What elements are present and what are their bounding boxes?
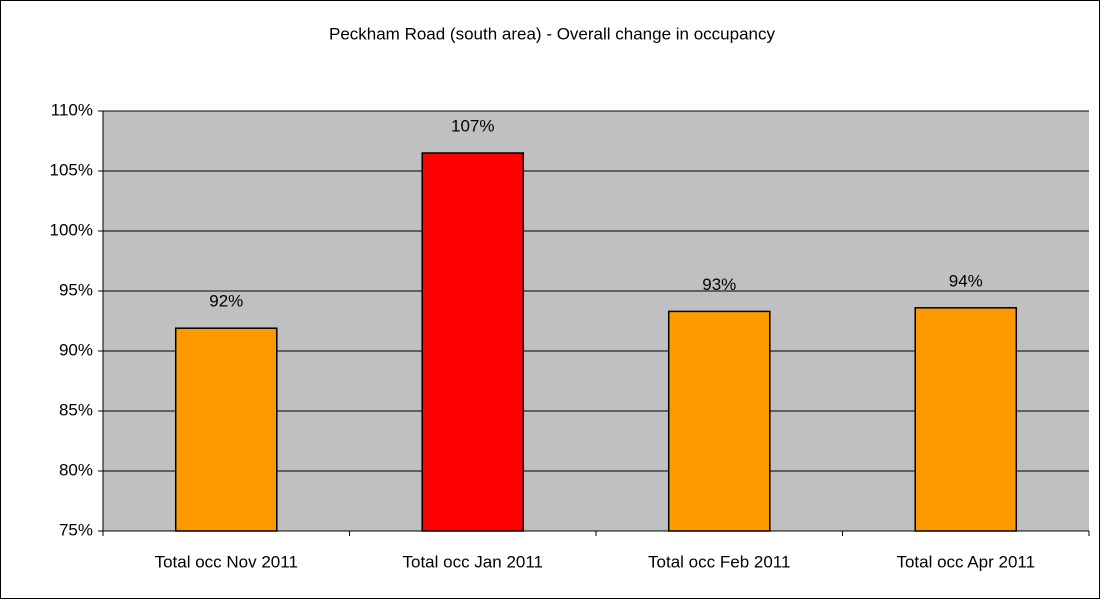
y-tick-label: 105%	[50, 160, 93, 179]
x-tick-label: Total occ Apr 2011	[896, 552, 1035, 571]
y-tick-label: 85%	[59, 400, 93, 419]
value-label: 94%	[949, 271, 983, 290]
x-tick-label: Total occ Nov 2011	[155, 552, 298, 571]
bar	[174, 327, 278, 532]
y-tick-label: 95%	[59, 280, 93, 299]
y-tick-label: 110%	[51, 100, 93, 119]
chart-title: Peckham Road (south area) - Overall chan…	[329, 24, 776, 43]
value-label: 107%	[451, 116, 494, 135]
x-tick-label: Total occ Jan 2011	[403, 552, 544, 571]
y-tick-label: 75%	[59, 520, 93, 539]
value-label: 92%	[209, 292, 243, 311]
y-tick-label: 80%	[59, 460, 93, 479]
x-tick-label: Total occ Feb 2011	[648, 552, 790, 571]
bar	[914, 307, 1018, 532]
y-tick-label: 100%	[50, 220, 93, 239]
value-label: 93%	[702, 275, 736, 294]
bar	[421, 152, 525, 532]
y-tick-label: 90%	[59, 340, 93, 359]
bar	[667, 310, 771, 532]
